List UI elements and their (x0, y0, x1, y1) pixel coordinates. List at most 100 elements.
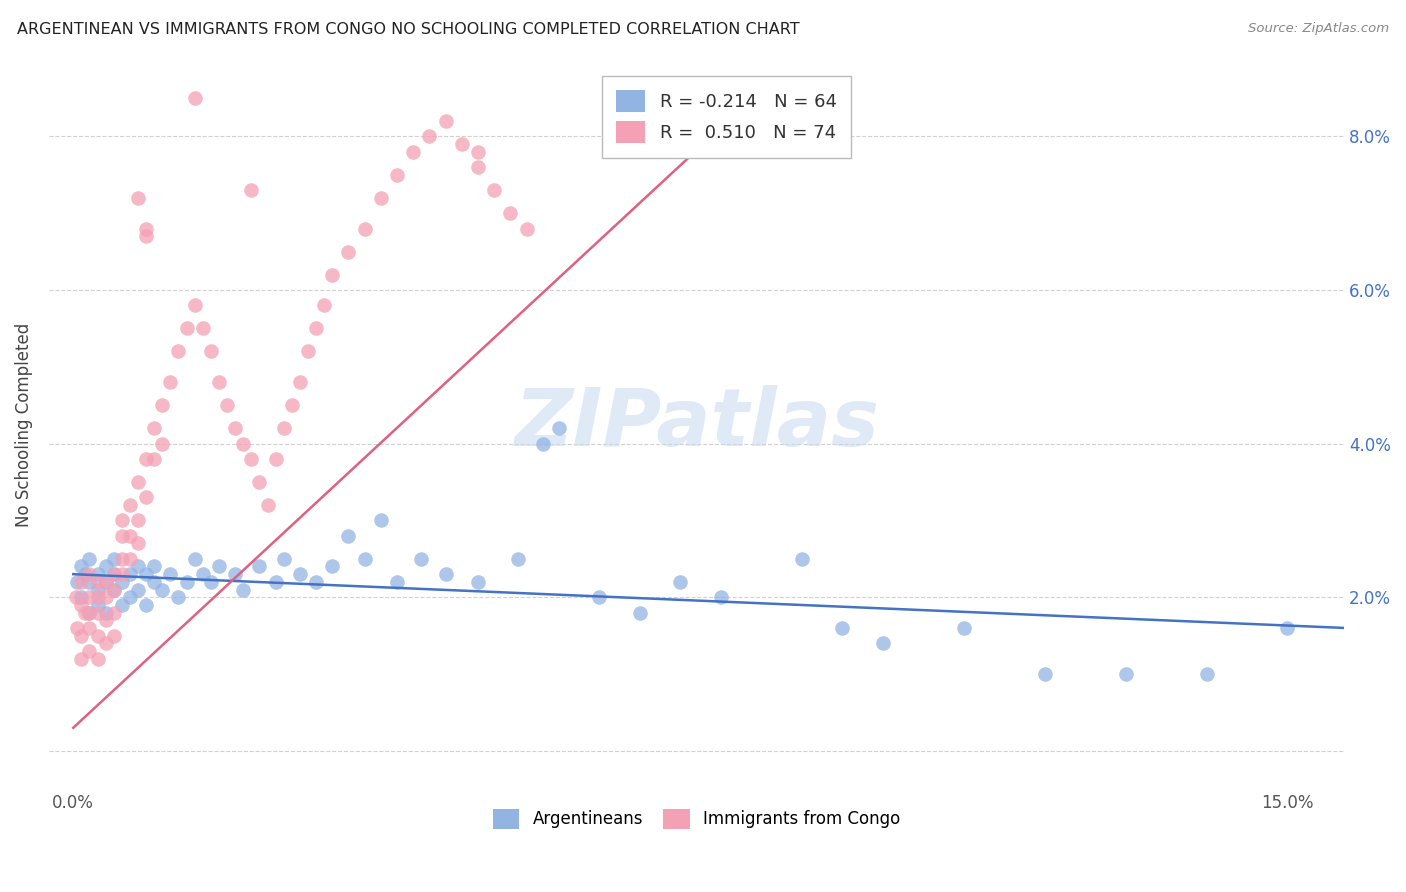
Point (353, 551, 375, 566)
Point (273, 551, 295, 566)
Point (531, 436, 554, 450)
Point (86, 591, 108, 605)
Point (1277, 621, 1299, 635)
Point (249, 559, 271, 574)
Point (94, 636, 117, 650)
Point (321, 559, 343, 574)
Point (224, 421, 246, 435)
Point (118, 567, 141, 582)
Point (135, 567, 157, 582)
Point (103, 567, 125, 582)
Point (208, 375, 231, 389)
Point (588, 591, 610, 605)
Point (111, 574, 134, 589)
Point (103, 629, 125, 643)
Point (321, 268, 343, 282)
Point (111, 513, 134, 527)
Point (70, 591, 93, 605)
Point (111, 529, 134, 543)
Point (337, 244, 360, 259)
Point (143, 452, 166, 467)
Point (508, 551, 530, 566)
Point (434, 567, 457, 582)
Point (1033, 667, 1056, 681)
Point (70, 574, 93, 589)
Point (94, 606, 117, 620)
Point (288, 375, 311, 389)
Point (143, 574, 166, 589)
Point (79, 606, 101, 620)
Point (385, 574, 408, 589)
Point (370, 191, 392, 205)
Point (200, 574, 222, 589)
Point (337, 529, 360, 543)
Point (111, 551, 134, 566)
Point (176, 574, 198, 589)
Point (75, 567, 97, 582)
Point (256, 498, 278, 512)
Point (79, 644, 101, 658)
Point (79, 606, 101, 620)
Point (183, 298, 205, 312)
Point (127, 559, 149, 574)
Point (94, 559, 117, 574)
Point (94, 574, 117, 589)
Point (135, 221, 157, 235)
Point (127, 191, 149, 205)
Point (467, 574, 489, 589)
Point (135, 229, 157, 244)
Legend: Argentineans, Immigrants from Congo: Argentineans, Immigrants from Congo (486, 802, 907, 836)
Point (385, 168, 408, 182)
Point (94, 591, 117, 605)
Text: Source: ZipAtlas.com: Source: ZipAtlas.com (1249, 22, 1389, 36)
Point (103, 606, 125, 620)
Point (86, 629, 108, 643)
Point (224, 567, 246, 582)
Point (314, 298, 336, 312)
Point (831, 621, 853, 635)
Point (135, 452, 157, 467)
Point (143, 421, 166, 435)
Point (86, 598, 108, 612)
Point (86, 567, 108, 582)
Point (305, 321, 328, 335)
Point (79, 567, 101, 582)
Point (249, 475, 271, 489)
Point (790, 551, 813, 566)
Point (353, 221, 375, 235)
Point (402, 145, 425, 159)
Point (79, 574, 101, 589)
Point (118, 498, 141, 512)
Point (127, 536, 149, 550)
Point (103, 551, 125, 566)
Point (70, 651, 93, 665)
Point (111, 598, 134, 612)
Point (191, 321, 214, 335)
Point (79, 621, 101, 635)
Point (86, 574, 108, 589)
Point (370, 513, 392, 527)
Point (86, 606, 108, 620)
Point (79, 551, 101, 566)
Point (70, 598, 93, 612)
Point (65, 591, 87, 605)
Point (548, 421, 571, 435)
Point (872, 636, 894, 650)
Point (297, 344, 319, 359)
Point (103, 567, 125, 582)
Point (669, 574, 692, 589)
Point (103, 582, 125, 597)
Point (167, 344, 190, 359)
Point (176, 321, 198, 335)
Point (418, 129, 440, 144)
Point (135, 491, 157, 505)
Point (183, 551, 205, 566)
Point (66, 621, 89, 635)
Y-axis label: No Schooling Completed: No Schooling Completed (15, 322, 32, 526)
Point (499, 206, 522, 220)
Point (710, 591, 733, 605)
Point (70, 629, 93, 643)
Point (232, 436, 254, 450)
Point (516, 221, 538, 235)
Point (150, 436, 173, 450)
